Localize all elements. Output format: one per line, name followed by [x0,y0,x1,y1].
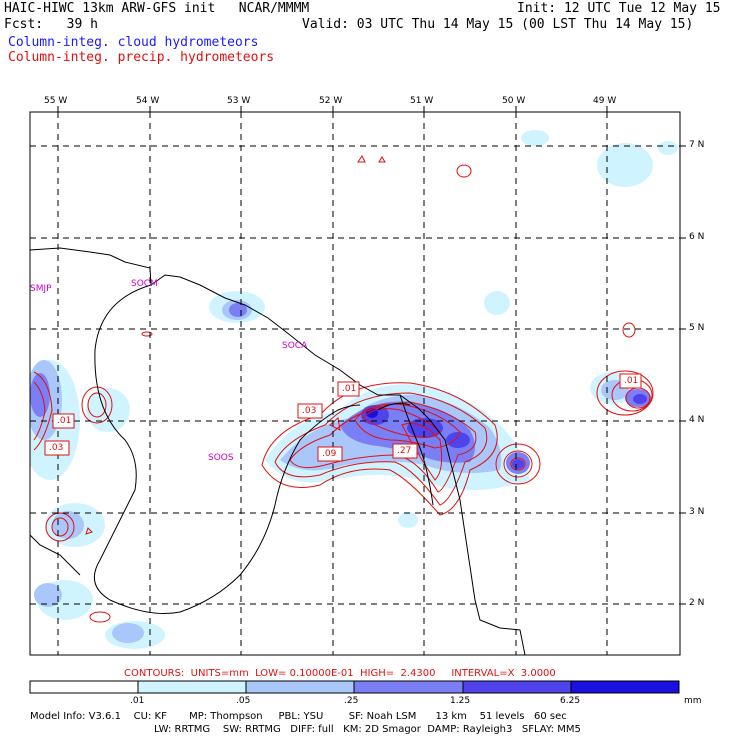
model-info-line2: LW: RRTMG SW: RRTMG DIFF: full KM: 2D Sm… [154,724,581,735]
model-info-line1: Model Info: V3.6.1 CU: KF MP: Thompson P… [30,711,567,722]
station-label: SOCA [282,341,308,351]
colorbar-tick: 1.25 [450,696,471,706]
contour-label: .03 [302,406,317,416]
station-label: SMJP [30,284,52,294]
contour-label: .01 [57,416,72,426]
lat-label: 2 N [689,598,705,608]
map-frame [29,111,681,656]
model-title: HAIC-HIWC 13km ARW-GFS init NCAR/MMMM [4,1,310,16]
lon-label: 52 W [319,96,343,106]
contour-label: .01 [624,376,639,386]
coastline [30,247,526,655]
lon-label: 53 W [227,96,251,106]
contour-label: .01 [342,384,357,394]
colorbar-tick: .05 [236,696,251,706]
valid-time: Valid: 03 UTC Thu 14 May 15 (00 LST Thu … [302,17,694,32]
colorbar-tick: 6.25 [560,696,581,706]
lon-label: 50 W [502,96,526,106]
lat-label: 4 N [689,415,705,425]
contour-info: CONTOURS: UNITS=mm LOW= 0.10000E-01 HIGH… [124,668,556,679]
lon-label: 51 W [410,96,434,106]
lon-label: 55 W [44,96,68,106]
axis-ticks [57,106,686,605]
contour-label: .09 [322,449,337,459]
lat-label: 6 N [689,232,705,242]
legend-precip-field: Column-integ. precip. hydrometeors [8,50,275,65]
forecast-hour: Fcst: 39 h [4,17,98,32]
contour-label-boxes [44,373,642,462]
contour-label: .03 [49,443,64,453]
init-time: Init: 12 UTC Tue 12 May 15 [517,1,721,16]
contour-label: .27 [397,446,412,456]
station-label: SOOS [208,453,234,463]
lon-label: 54 W [136,96,160,106]
station-label: SOCM [131,279,158,289]
legend-cloud-field: Column-integ. cloud hydrometeors [8,35,259,50]
colorbar-tick: .25 [344,696,359,706]
lat-lon-grid [30,112,680,655]
lat-label: 5 N [689,323,705,333]
lat-label: 7 N [689,140,705,150]
lat-label: 3 N [689,507,705,517]
colorbar-units: mm [684,696,702,706]
colorbar-tick: .01 [130,696,145,706]
lon-label: 49 W [593,96,617,106]
